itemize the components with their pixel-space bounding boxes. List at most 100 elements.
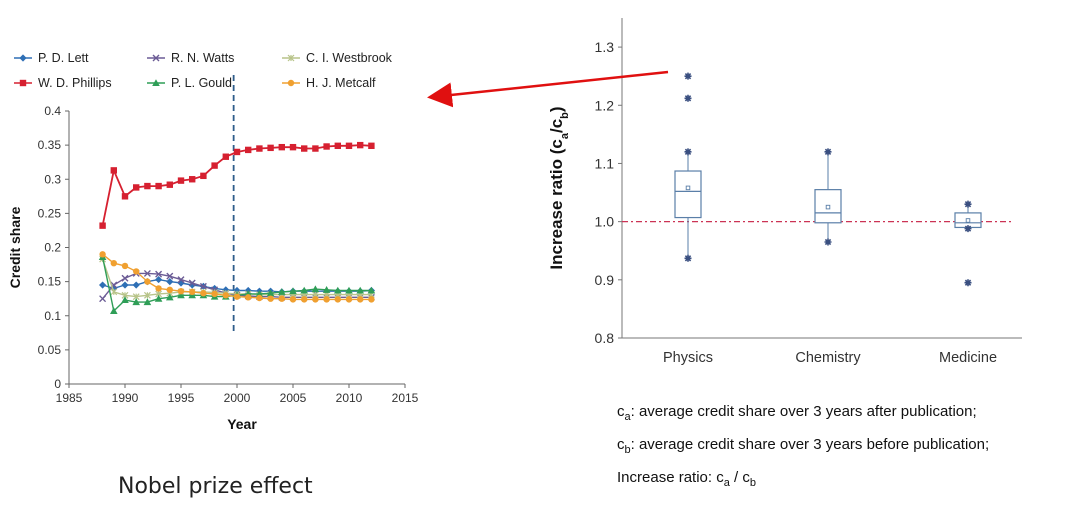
line-point	[345, 142, 353, 150]
line-series-path	[101, 256, 372, 313]
note-ca-text: : average credit share over 3 years afte…	[630, 403, 977, 420]
box-chart-y-tick-label: 1.1	[595, 155, 615, 171]
legend-swatch-marker	[152, 79, 160, 86]
box-physics	[674, 72, 702, 262]
line-point	[132, 298, 140, 306]
line-chart-y-tick-label: 0.1	[44, 309, 61, 323]
legend-swatch-marker	[19, 54, 27, 62]
box-chemistry	[814, 148, 842, 246]
box-outlier	[964, 225, 972, 233]
line-point	[188, 281, 196, 289]
note-cb-symbol: c	[617, 436, 625, 453]
line-chart-y-tick-label: 0.05	[38, 343, 62, 357]
box-outlier	[824, 148, 832, 156]
note-ratio-sub-b: b	[749, 477, 756, 489]
line-point	[144, 182, 151, 190]
line-chart-y-tick-label: 0.4	[44, 104, 61, 118]
line-point	[121, 262, 129, 270]
box-body	[674, 170, 702, 219]
line-point	[301, 296, 308, 303]
line-point	[166, 278, 174, 286]
line-point	[289, 296, 297, 303]
line-point	[110, 307, 118, 314]
line-series-metcalf	[99, 251, 375, 303]
line-point	[177, 276, 185, 284]
legend-item-phillips: W. D. Phillips	[14, 76, 112, 90]
line-chart-y-tick-label: 0.3	[44, 172, 61, 186]
pointer-arrow	[427, 70, 669, 108]
box-chart-y-label-part: )	[547, 106, 566, 112]
line-point	[334, 296, 341, 303]
line-point	[222, 292, 229, 299]
line-point	[143, 291, 151, 299]
note-ca: ca: average credit share over 3 years af…	[617, 398, 989, 431]
legend-swatch-marker	[19, 79, 27, 87]
line-point	[144, 278, 151, 285]
line-point	[278, 288, 286, 295]
box-chart: 0.8 0.9 1.0 1.1 1.2 1.3 Increase ratio (ca/cb)…	[547, 18, 1022, 366]
line-point	[143, 269, 151, 277]
line-point	[266, 289, 275, 297]
line-point	[188, 279, 196, 287]
line-chart-y-tick-label: 0.15	[38, 275, 62, 289]
line-chart-x-label: Year	[227, 416, 257, 432]
box-chart-y-tick-label: 1.3	[595, 39, 615, 55]
line-series-phillips	[99, 141, 375, 229]
box-chart-y-label-sub: b	[559, 112, 571, 119]
line-point	[301, 145, 308, 152]
notes-block: ca: average credit share over 3 years af…	[617, 398, 989, 497]
legend-label: P. L. Gould	[171, 76, 232, 90]
line-point	[334, 142, 341, 150]
legend-label: P. D. Lett	[38, 51, 89, 65]
line-point	[177, 291, 185, 299]
note-cb-sub: b	[624, 444, 631, 456]
line-point	[99, 281, 107, 289]
line-point	[245, 146, 252, 154]
line-point	[166, 293, 174, 301]
note-cb: cb: average credit share over 3 years be…	[617, 431, 989, 464]
box-medicine	[954, 200, 982, 287]
line-point	[99, 295, 107, 303]
line-point	[300, 286, 308, 294]
line-chart-x-tick-label: 1985	[56, 391, 83, 405]
box-outlier	[824, 238, 832, 246]
line-point	[155, 285, 162, 292]
line-chart-x-tick-label: 2000	[224, 391, 251, 405]
line-point	[121, 281, 129, 289]
note-ca-symbol: c	[617, 403, 625, 420]
legend-item-metcalf: H. J. Metcalf	[282, 76, 376, 90]
box-chart-y-tick-label: 1.0	[595, 214, 615, 230]
line-chart: 0 0.05 0.1 0.15 0.2 0.25 0.3 0.35 0.4 1985 1990 199…	[7, 51, 419, 432]
legend-label: R. N. Watts	[171, 51, 234, 65]
legend-item-gould: P. L. Gould	[147, 76, 232, 90]
box-chart-y-tick-label: 0.8	[595, 330, 615, 346]
box-outlier	[964, 200, 972, 208]
line-point	[166, 181, 173, 188]
box-mean	[965, 218, 971, 223]
line-point	[278, 143, 285, 151]
line-point	[133, 268, 140, 275]
note-ca-sub: a	[624, 411, 631, 423]
line-point	[200, 290, 207, 297]
line-point	[368, 142, 375, 150]
line-point	[267, 295, 274, 302]
line-point	[289, 287, 297, 295]
line-chart-x-tick-label: 2005	[280, 391, 307, 405]
line-point	[233, 148, 241, 156]
line-point	[110, 288, 118, 296]
line-point	[211, 290, 218, 298]
line-point	[367, 286, 376, 294]
note-ratio-mid: / c	[729, 469, 750, 486]
legend-label: W. D. Phillips	[38, 76, 112, 90]
line-point	[211, 162, 218, 169]
line-chart-x-tick-label: 1995	[168, 391, 195, 405]
line-point	[368, 296, 375, 303]
line-point	[155, 275, 163, 284]
line-chart-y-tick-label: 0	[54, 377, 61, 391]
line-point	[132, 281, 140, 289]
line-point	[256, 145, 263, 152]
line-point	[133, 184, 140, 191]
box-outlier	[684, 72, 692, 80]
